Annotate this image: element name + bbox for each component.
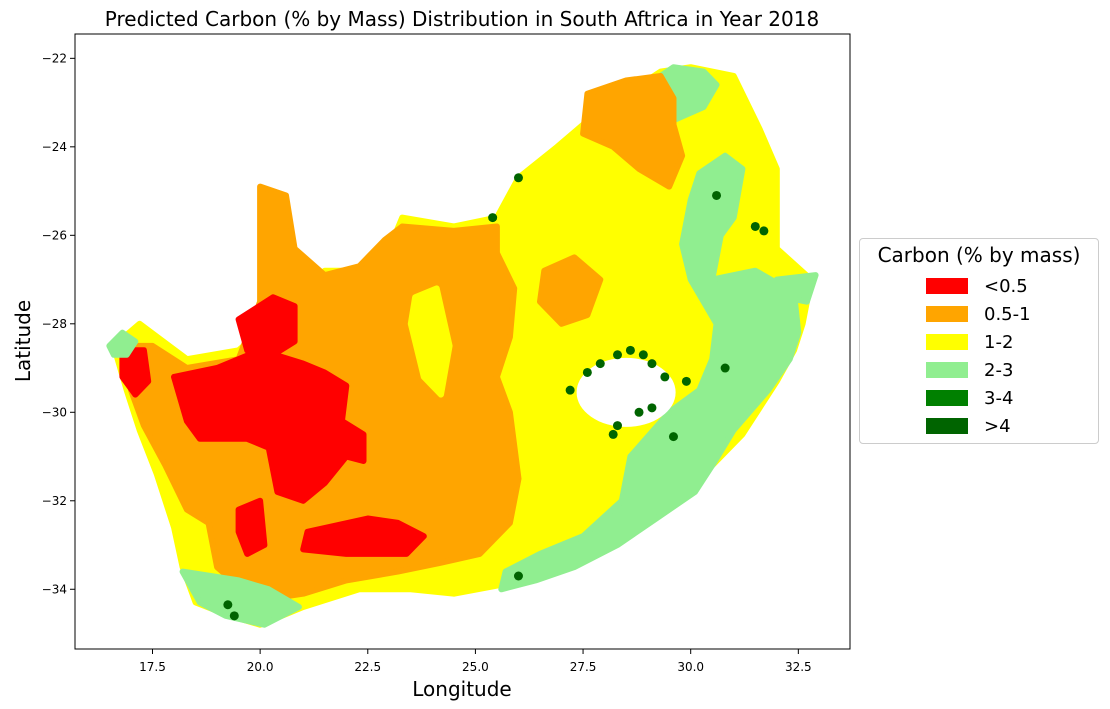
legend-label: <0.5 bbox=[984, 275, 1028, 297]
x-tick-label: 27.5 bbox=[570, 660, 597, 674]
legend-item-1-2: 1-2 bbox=[926, 331, 1013, 353]
y-tick-label: −24 bbox=[42, 140, 67, 154]
point-17 bbox=[720, 363, 730, 373]
legend-swatch bbox=[926, 362, 968, 378]
point-5 bbox=[712, 190, 722, 200]
region-10 bbox=[179, 568, 302, 628]
x-tick-label: 22.5 bbox=[354, 660, 381, 674]
region-13 bbox=[580, 73, 686, 190]
point-0 bbox=[223, 600, 233, 610]
legend-item-lt05: <0.5 bbox=[926, 275, 1028, 297]
plot-frame bbox=[74, 33, 851, 650]
region-9 bbox=[106, 329, 139, 358]
x-tick-label: 25.0 bbox=[462, 660, 489, 674]
carbon-regions bbox=[106, 64, 819, 628]
point-13 bbox=[638, 350, 648, 360]
point-20 bbox=[647, 403, 657, 413]
point-16 bbox=[681, 376, 691, 386]
region-2 bbox=[407, 285, 453, 398]
point-10 bbox=[595, 359, 605, 369]
legend-item-3-4: 3-4 bbox=[926, 387, 1013, 409]
region-4 bbox=[235, 294, 298, 358]
y-tick-label: −30 bbox=[42, 405, 67, 419]
high-carbon-points bbox=[223, 173, 769, 621]
point-1 bbox=[229, 611, 239, 621]
plot-area bbox=[106, 64, 819, 628]
region-5 bbox=[119, 347, 152, 398]
point-4 bbox=[488, 213, 498, 223]
legend-label: 0.5-1 bbox=[984, 303, 1031, 325]
point-9 bbox=[582, 367, 592, 377]
point-14 bbox=[647, 359, 657, 369]
x-tick-label: 32.5 bbox=[785, 660, 812, 674]
legend-label: 3-4 bbox=[984, 387, 1014, 409]
point-8 bbox=[565, 385, 575, 395]
point-11 bbox=[613, 350, 622, 360]
legend-label: 2-3 bbox=[984, 359, 1014, 381]
legend-swatch bbox=[926, 418, 968, 434]
legend-item-2-3: 2-3 bbox=[926, 359, 1013, 381]
region-12 bbox=[773, 272, 819, 305]
point-2 bbox=[513, 571, 523, 581]
legend-label: 1-2 bbox=[984, 331, 1014, 353]
region-14 bbox=[537, 254, 604, 327]
point-3 bbox=[513, 173, 523, 183]
x-axis-ticks: 17.5 20.0 22.5 25.0 27.5 30.0 32.5 bbox=[139, 649, 812, 674]
x-tick-label: 30.0 bbox=[677, 660, 704, 674]
point-22 bbox=[608, 429, 618, 439]
region-8 bbox=[498, 152, 802, 593]
region-7 bbox=[235, 497, 268, 557]
y-tick-label: −26 bbox=[42, 228, 67, 242]
point-21 bbox=[613, 421, 622, 431]
legend-swatch bbox=[926, 278, 968, 294]
point-18 bbox=[668, 432, 678, 442]
region-6 bbox=[300, 515, 427, 557]
legend-item-gt4: >4 bbox=[926, 415, 1011, 437]
point-7 bbox=[759, 226, 769, 236]
y-axis-ticks: −22 −24 −26 −28 −30 −32 −34 bbox=[42, 51, 75, 596]
region-3 bbox=[171, 347, 367, 504]
legend-swatch bbox=[926, 390, 968, 406]
legend-title: Carbon (% by mass) bbox=[877, 243, 1081, 267]
point-12 bbox=[625, 345, 635, 355]
hole-0 bbox=[576, 357, 676, 427]
y-tick-label: −32 bbox=[42, 494, 67, 508]
x-tick-label: 20.0 bbox=[247, 660, 274, 674]
point-19 bbox=[634, 407, 644, 417]
legend-item-05-1: 0.5-1 bbox=[926, 303, 1031, 325]
legend-swatch bbox=[926, 334, 968, 350]
y-tick-label: −28 bbox=[42, 317, 67, 331]
legend-swatch bbox=[926, 306, 968, 322]
legend-label: >4 bbox=[984, 415, 1011, 437]
y-tick-label: −34 bbox=[42, 582, 67, 596]
point-15 bbox=[660, 372, 670, 382]
chart-title: Predicted Carbon (% by Mass) Distributio… bbox=[105, 7, 819, 31]
no-data-holes bbox=[576, 357, 676, 427]
x-axis-label: Longitude bbox=[412, 677, 511, 701]
legend: Carbon (% by mass) <0.5 0.5-1 1-2 2-3 3-… bbox=[859, 238, 1099, 444]
y-tick-label: −22 bbox=[42, 51, 67, 65]
x-tick-label: 17.5 bbox=[139, 660, 166, 674]
point-6 bbox=[750, 221, 760, 231]
y-axis-label: Latitude bbox=[11, 300, 35, 382]
